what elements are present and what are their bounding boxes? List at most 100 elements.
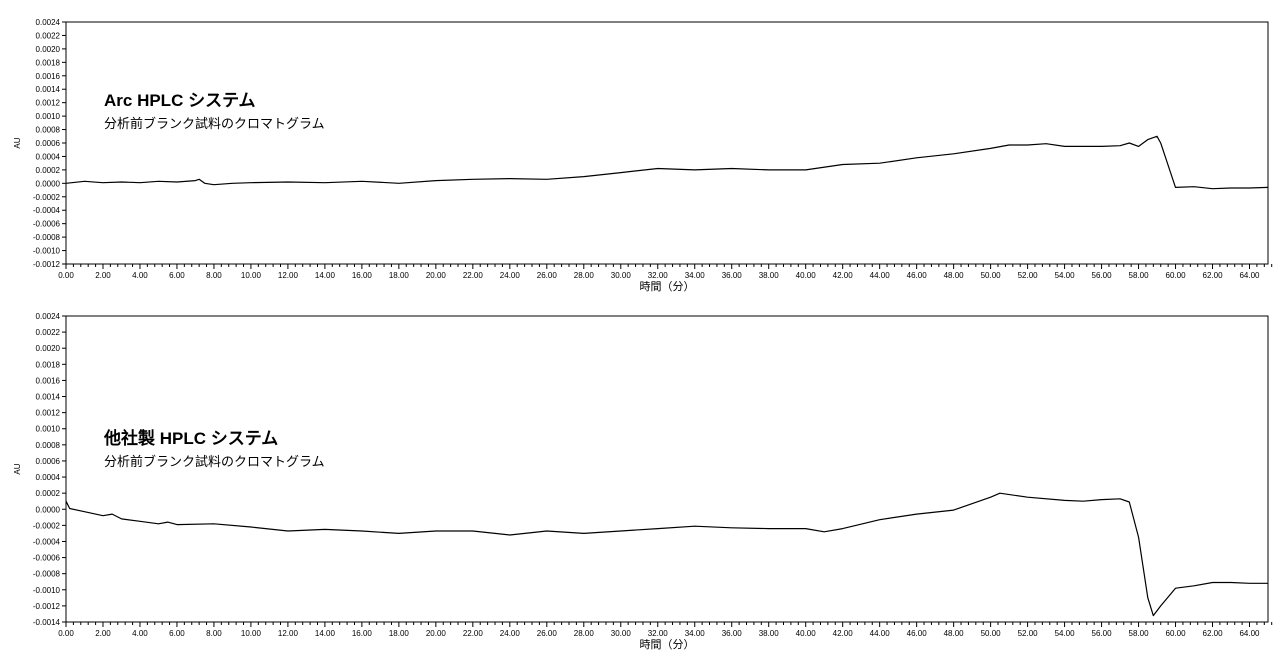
y-tick-label: -0.0012: [33, 602, 61, 611]
y-tick-label: 0.0010: [36, 112, 61, 121]
x-tick-label: 20.00: [426, 271, 447, 280]
x-tick-label: 46.00: [907, 629, 928, 638]
x-tick-label: 30.00: [611, 629, 632, 638]
x-tick-label: 32.00: [648, 629, 669, 638]
y-tick-label: 0.0012: [36, 99, 61, 108]
x-tick-label: 36.00: [722, 629, 743, 638]
y-tick-label: -0.0004: [33, 537, 61, 546]
y-tick-label: 0.0000: [36, 505, 61, 514]
chart-annotation-subtitle: 分析前ブランク試料のクロマトグラム: [104, 454, 325, 469]
y-tick-label: -0.0014: [33, 618, 61, 627]
y-tick-label: 0.0016: [36, 72, 61, 81]
x-tick-label: 24.00: [500, 629, 521, 638]
y-tick-label: 0.0010: [36, 425, 61, 434]
x-tick-label: 44.00: [870, 271, 891, 280]
x-tick-label: 0.00: [58, 629, 74, 638]
y-tick-label: 0.0020: [36, 45, 61, 54]
y-tick-label: 0.0024: [36, 312, 61, 321]
x-tick-label: 50.00: [981, 629, 1002, 638]
y-tick-label: 0.0024: [36, 18, 61, 27]
x-tick-label: 40.00: [796, 271, 817, 280]
x-tick-label: 12.00: [278, 271, 299, 280]
chart-panel-2: -0.0014 -0.0012 -0.0010 -0.0008 -0.0006 -0.00…: [13, 312, 1273, 651]
x-tick-label: 6.00: [169, 271, 185, 280]
x-tick-label: 56.00: [1092, 629, 1113, 638]
y-tick-label: 0.0008: [36, 441, 61, 450]
y-tick-label: -0.0008: [33, 233, 61, 242]
y-tick-label: 0.0020: [36, 344, 61, 353]
x-tick-label: 30.00: [611, 271, 632, 280]
x-tick-label: 18.00: [389, 271, 410, 280]
x-tick-label: 22.00: [463, 629, 484, 638]
x-tick-label: 6.00: [169, 629, 185, 638]
y-tick-label: 0.0022: [36, 328, 61, 337]
x-tick-label: 22.00: [463, 271, 484, 280]
x-tick-label: 10.00: [241, 271, 262, 280]
x-tick-label: 10.00: [241, 629, 262, 638]
y-tick-label: -0.0002: [33, 521, 61, 530]
x-tick-label: 52.00: [1018, 629, 1039, 638]
x-tick-label: 38.00: [759, 271, 780, 280]
x-tick-label: 0.00: [58, 271, 74, 280]
y-axis-label: AU: [13, 137, 22, 148]
y-tick-label: 0.0018: [36, 360, 61, 369]
x-tick-label: 26.00: [537, 271, 558, 280]
y-tick-label: 0.0018: [36, 58, 61, 67]
y-tick-label: -0.0010: [33, 247, 61, 256]
y-tick-label: 0.0008: [36, 126, 61, 135]
x-tick-label: 32.00: [648, 271, 669, 280]
x-tick-label: 36.00: [722, 271, 743, 280]
y-tick-label: 0.0014: [36, 85, 61, 94]
chart-annotation-title: Arc HPLC システム: [104, 91, 256, 110]
y-tick-label: 0.0002: [36, 166, 61, 175]
x-tick-label: 58.00: [1129, 629, 1150, 638]
y-tick-label: -0.0008: [33, 570, 61, 579]
x-tick-label: 50.00: [981, 271, 1002, 280]
x-tick-label: 2.00: [95, 271, 111, 280]
x-tick-label: 42.00: [833, 271, 854, 280]
x-tick-label: 24.00: [500, 271, 521, 280]
plot-frame: [65, 315, 1269, 623]
x-tick-label: 48.00: [944, 629, 965, 638]
y-tick-label: -0.0010: [33, 586, 61, 595]
y-tick-label: 0.0014: [36, 393, 61, 402]
x-tick-label: 26.00: [537, 629, 558, 638]
y-tick-label: 0.0004: [36, 473, 61, 482]
y-axis-label: AU: [13, 463, 22, 474]
x-tick-label: 56.00: [1092, 271, 1113, 280]
x-tick-label: 52.00: [1018, 271, 1039, 280]
x-axis-label: 時間（分）: [640, 638, 695, 651]
x-tick-label: 46.00: [907, 271, 928, 280]
chromatogram-trace-1: [65, 135, 1269, 190]
x-tick-label: 38.00: [759, 629, 780, 638]
chart-annotation-subtitle: 分析前ブランク試料のクロマトグラム: [104, 116, 325, 131]
y-tick-label: 0.0012: [36, 409, 61, 418]
x-axis-label: 時間（分）: [640, 280, 695, 293]
x-tick-label: 12.00: [278, 629, 299, 638]
x-tick-label: 60.00: [1166, 629, 1187, 638]
y-tick-label: 0.0002: [36, 489, 61, 498]
plot-frame: [65, 21, 1269, 265]
x-tick-label: 54.00: [1055, 629, 1076, 638]
x-tick-label: 64.00: [1239, 629, 1260, 638]
x-tick-label: 28.00: [574, 629, 595, 638]
y-tick-label: 0.0006: [36, 457, 61, 466]
y-tick-label: -0.0012: [33, 260, 61, 269]
x-tick-label: 8.00: [206, 629, 222, 638]
x-tick-label: 14.00: [315, 271, 336, 280]
x-tick-label: 40.00: [796, 629, 817, 638]
x-tick-label: 20.00: [426, 629, 447, 638]
x-tick-label: 18.00: [389, 629, 410, 638]
chart-panel-1: -0.0012 -0.0010 -0.0008 -0.0006 -0.0004 -0.00…: [13, 18, 1273, 293]
x-tick-label: 2.00: [95, 629, 111, 638]
x-tick-label: 64.00: [1239, 271, 1260, 280]
x-tick-label: 34.00: [685, 629, 706, 638]
x-tick-label: 4.00: [132, 271, 148, 280]
y-tick-label: 0.0004: [36, 152, 61, 161]
x-tick-label: 28.00: [574, 271, 595, 280]
y-tick-label: -0.0006: [33, 220, 61, 229]
x-tick-label: 42.00: [833, 629, 854, 638]
x-tick-label: 54.00: [1055, 271, 1076, 280]
x-tick-label: 44.00: [870, 629, 891, 638]
x-tick-label: 60.00: [1166, 271, 1187, 280]
